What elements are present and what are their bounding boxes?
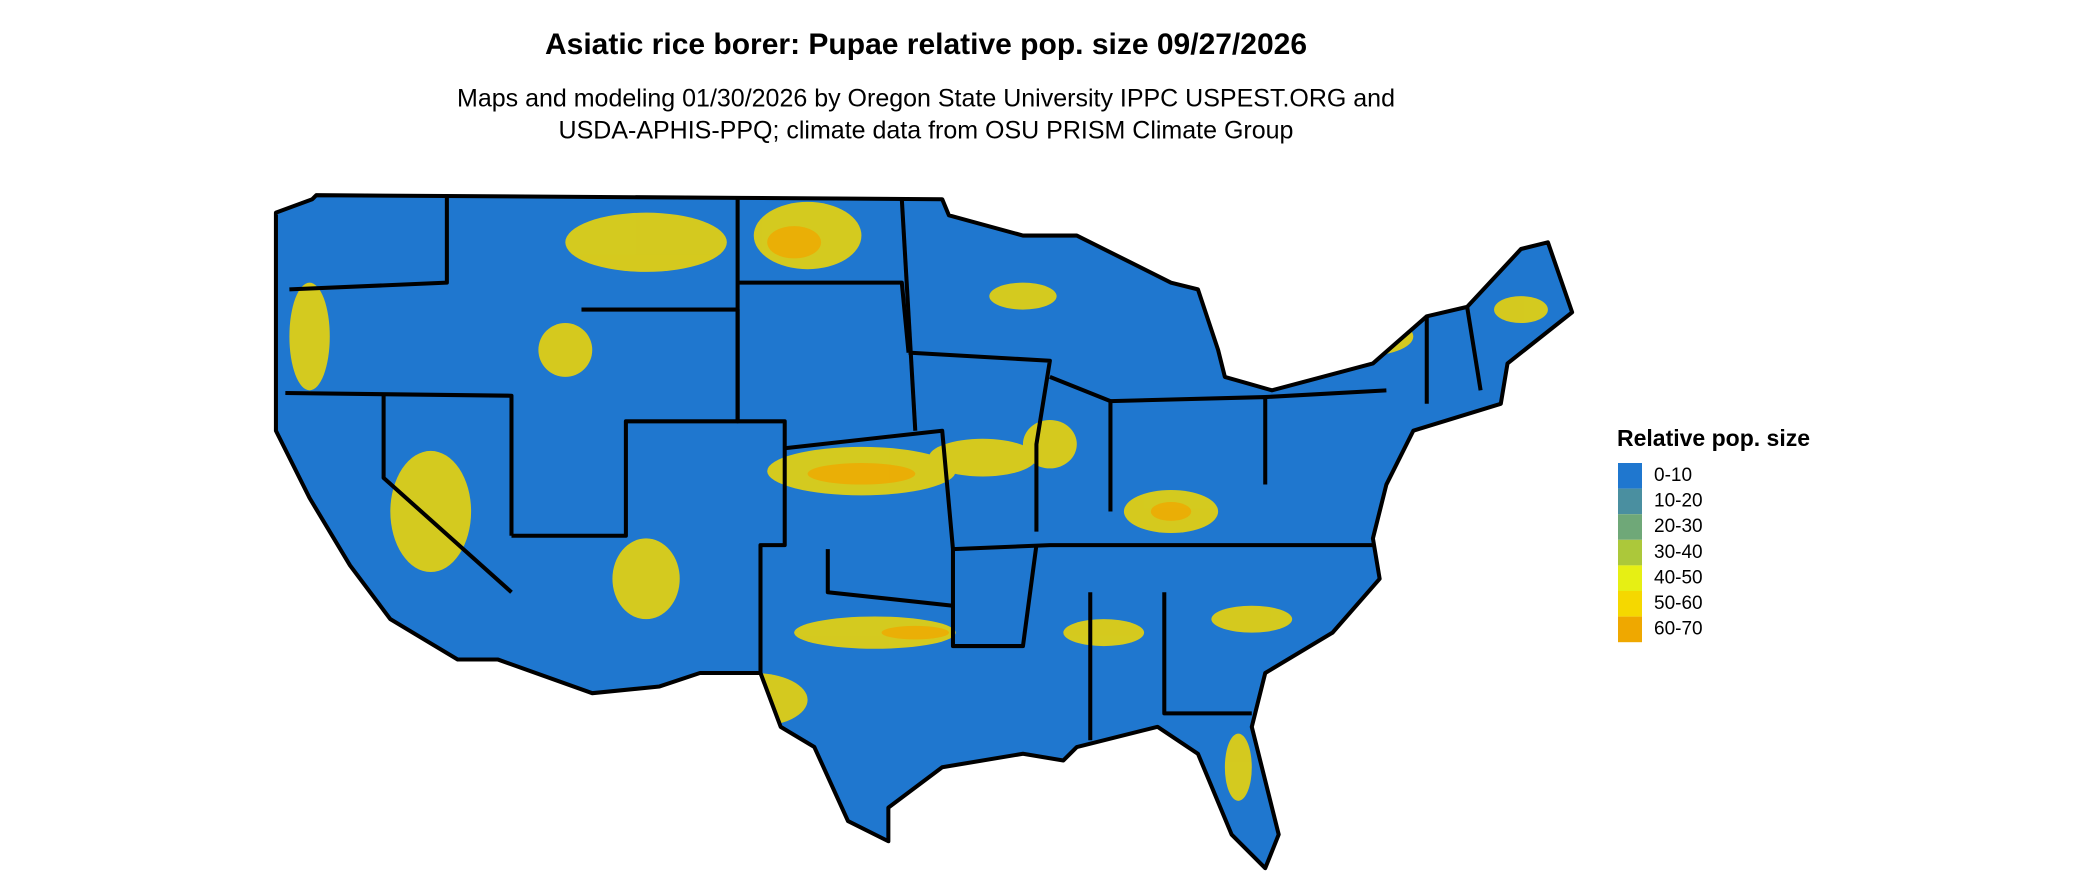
- legend-label: 10-20: [1654, 491, 1703, 512]
- legend-items: 0-10 10-20 20-30 30-40 40-50 50-60 60-70: [1618, 463, 1703, 643]
- legend-swatch: [1618, 539, 1642, 566]
- legend-title: Relative pop. size: [1617, 425, 1810, 451]
- legend-label: 60-70: [1654, 619, 1703, 640]
- legend-swatch: [1618, 463, 1642, 489]
- map-raster: [275, 195, 1573, 869]
- legend-label: 0-10: [1654, 465, 1692, 486]
- hotspots-high: [767, 226, 1192, 640]
- state-borders: [285, 197, 1483, 741]
- legend-swatch: [1618, 565, 1642, 591]
- legend-swatch: [1618, 616, 1642, 643]
- legend-label: 40-50: [1654, 567, 1703, 588]
- legend-swatch: [1618, 591, 1642, 617]
- legend-swatch: [1618, 514, 1642, 540]
- map-subtitle: USDA-APHIS-PPQ; climate data from OSU PR…: [559, 117, 1294, 145]
- legend: Relative pop. size 0-10 10-20 20-30 30-40 40…: [1617, 425, 1810, 643]
- us-map: [256, 175, 1602, 888]
- legend-label: 30-40: [1654, 542, 1703, 563]
- map-subtitle: Maps and modeling 01/30/2026 by Oregon S…: [457, 85, 1395, 113]
- legend-label: 20-30: [1654, 516, 1703, 537]
- map-title: Asiatic rice borer: Pupae relative pop. …: [545, 28, 1307, 61]
- legend-label: 50-60: [1654, 593, 1703, 614]
- legend-swatch: [1618, 488, 1642, 515]
